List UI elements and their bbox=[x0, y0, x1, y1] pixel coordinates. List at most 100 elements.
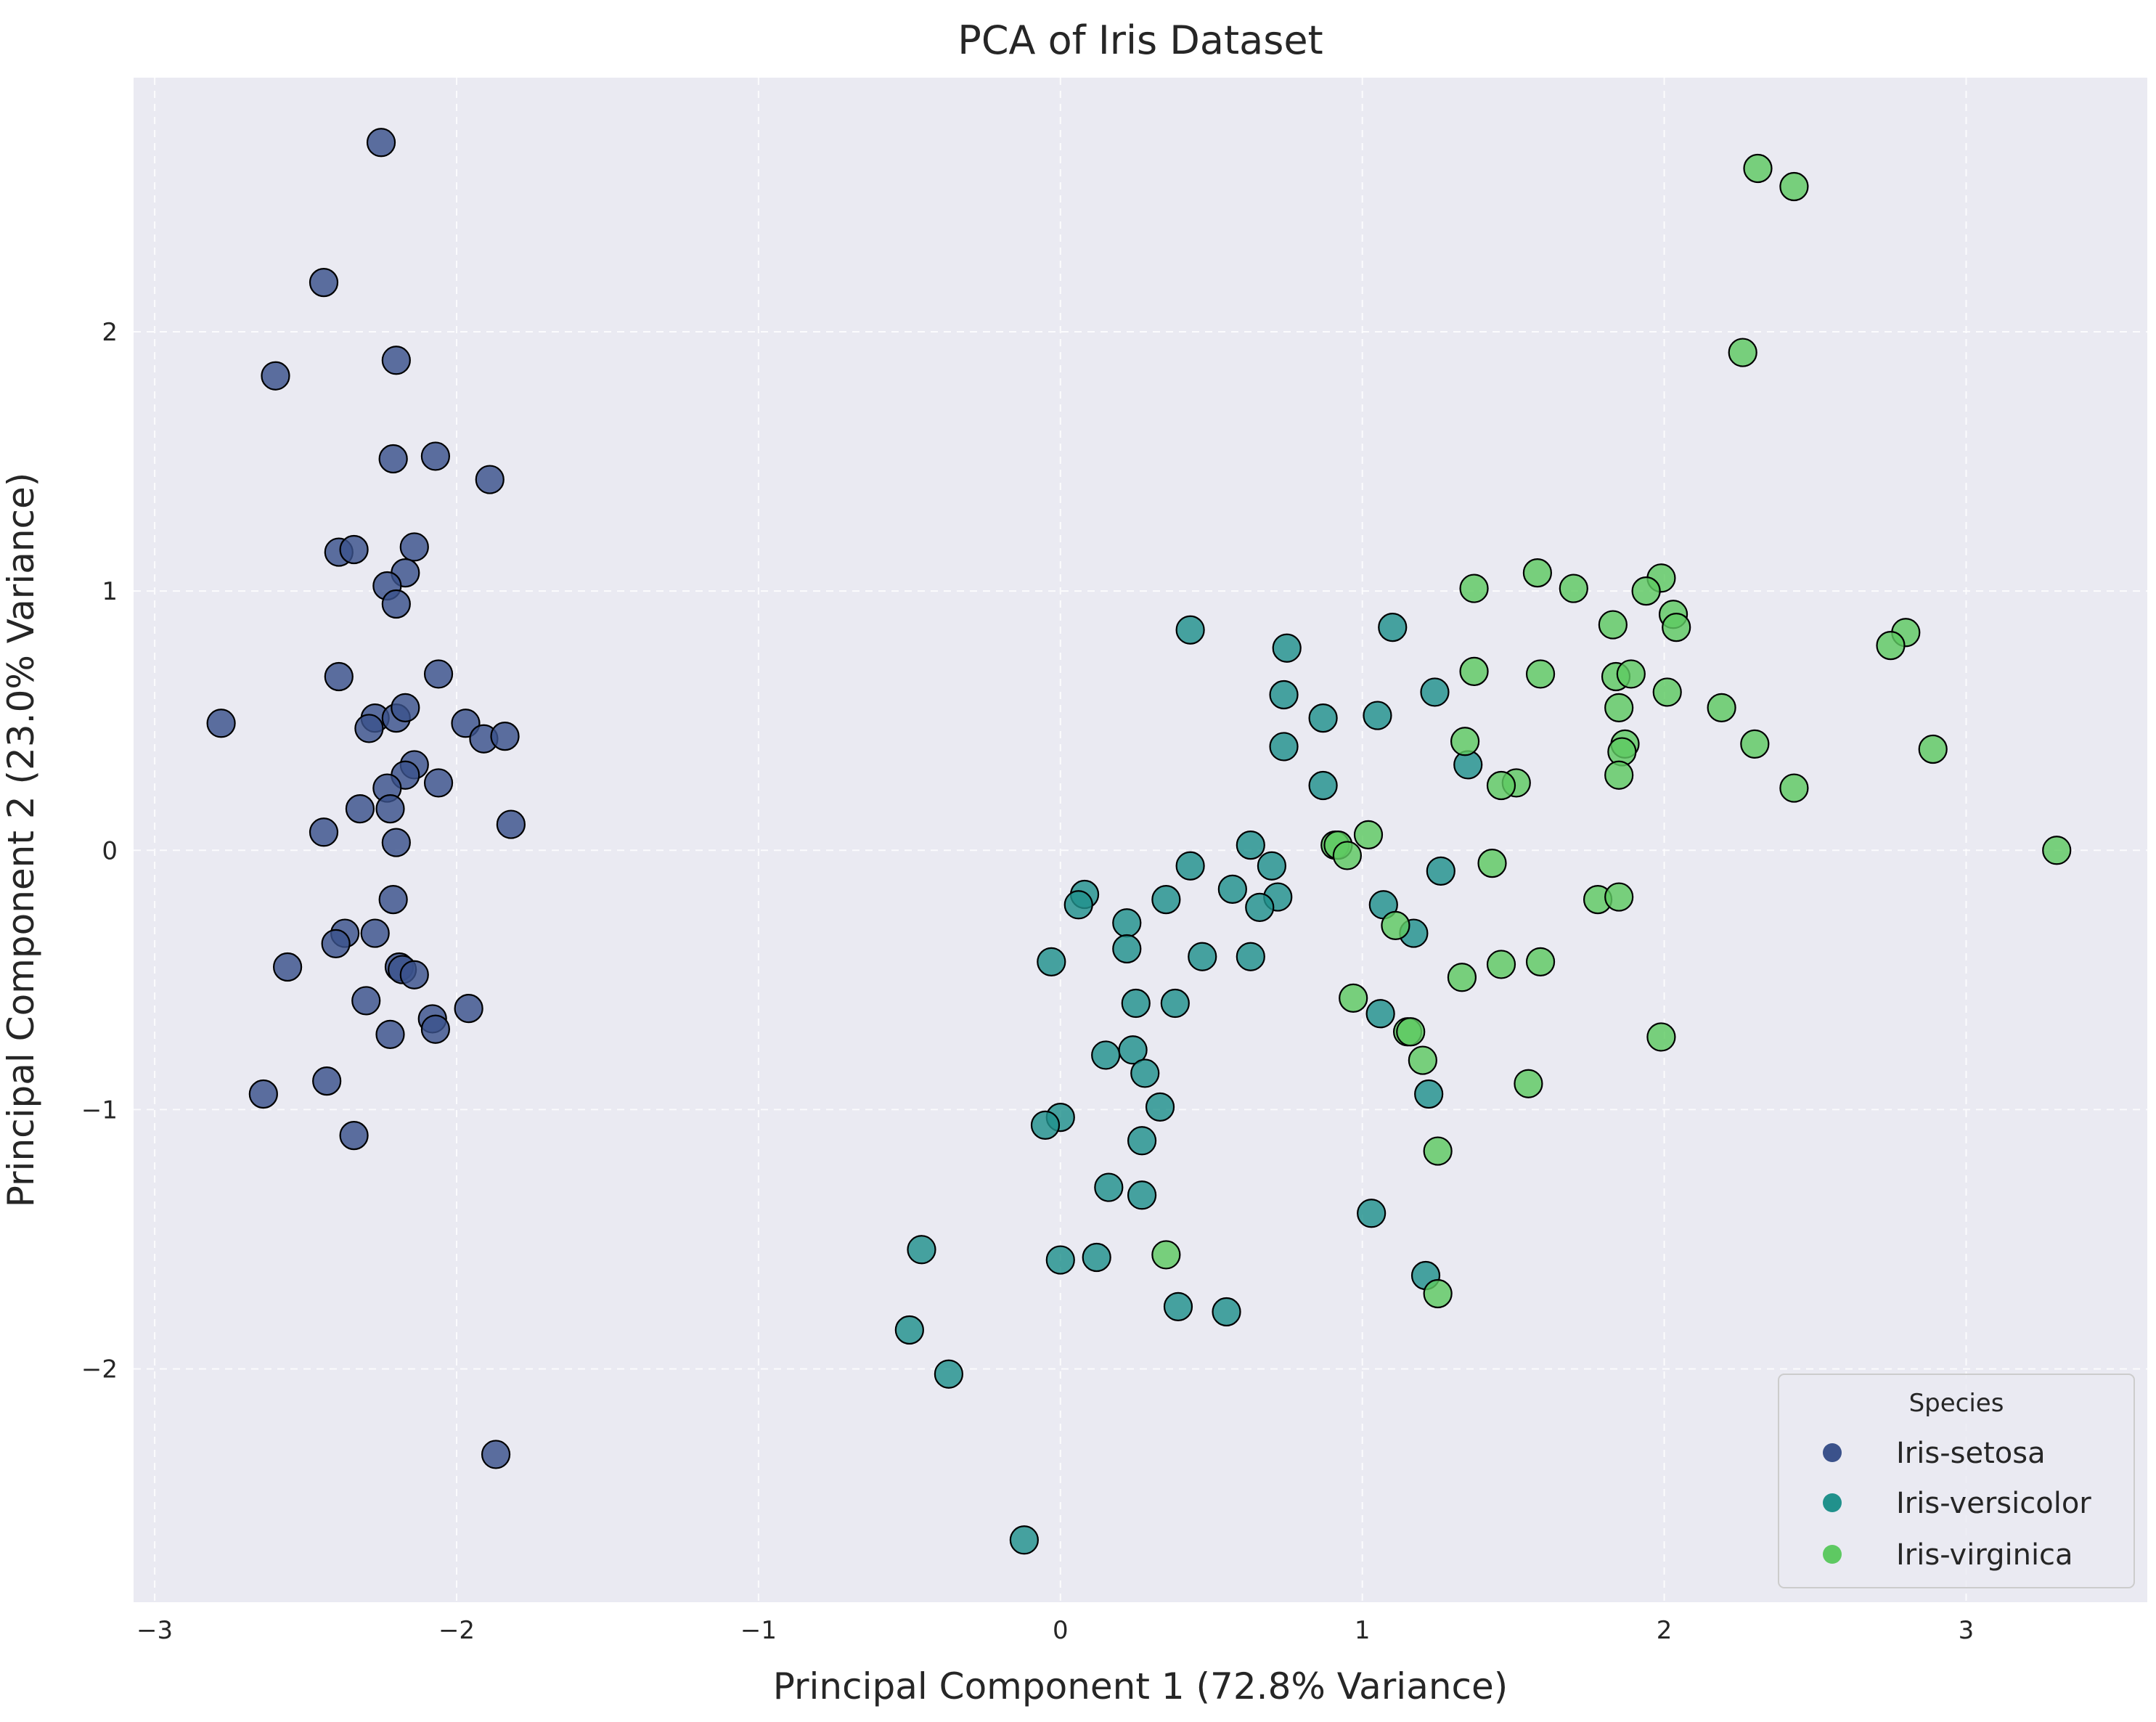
point-iris-versicolor bbox=[1363, 701, 1392, 730]
y-tick-label: −2 bbox=[81, 1355, 118, 1384]
y-tick-label: 1 bbox=[102, 577, 118, 606]
point-iris-setosa bbox=[309, 817, 339, 847]
y-tick-label: 0 bbox=[102, 836, 118, 865]
point-iris-setosa bbox=[381, 346, 411, 375]
point-iris-setosa bbox=[420, 1014, 450, 1044]
point-iris-virginica bbox=[1353, 820, 1384, 849]
legend-label-setosa: Iris-setosa bbox=[1896, 1437, 2046, 1470]
point-iris-versicolor bbox=[1365, 999, 1395, 1029]
point-iris-versicolor bbox=[1063, 890, 1093, 920]
point-iris-versicolor bbox=[1357, 1199, 1387, 1228]
point-iris-versicolor bbox=[1217, 874, 1247, 904]
y-tick-label: 2 bbox=[102, 318, 118, 347]
point-iris-virginica bbox=[1525, 947, 1556, 976]
point-iris-versicolor bbox=[1094, 1172, 1124, 1202]
point-iris-virginica bbox=[1486, 770, 1516, 801]
point-iris-setosa bbox=[381, 828, 411, 857]
point-iris-setosa bbox=[360, 918, 390, 948]
point-iris-virginica bbox=[1423, 1136, 1453, 1166]
point-iris-versicolor bbox=[907, 1235, 936, 1265]
x-tick-label: 0 bbox=[1053, 1616, 1069, 1645]
point-iris-virginica bbox=[1396, 1017, 1426, 1047]
point-iris-versicolor bbox=[894, 1315, 924, 1345]
point-iris-virginica bbox=[1604, 693, 1634, 722]
point-iris-versicolor bbox=[1127, 1180, 1157, 1210]
point-iris-versicolor bbox=[1037, 947, 1066, 976]
point-iris-versicolor bbox=[1130, 1058, 1160, 1088]
point-iris-setosa bbox=[423, 659, 454, 689]
point-iris-versicolor bbox=[1257, 851, 1287, 881]
point-iris-virginica bbox=[1525, 659, 1556, 689]
legend-label-versicolor: Iris-versicolor bbox=[1896, 1487, 2091, 1520]
x-tick-label: 3 bbox=[1959, 1616, 1975, 1645]
point-iris-versicolor bbox=[1420, 677, 1450, 707]
point-iris-setosa bbox=[490, 722, 520, 751]
point-iris-versicolor bbox=[1127, 1126, 1157, 1156]
x-tick-label: −3 bbox=[136, 1616, 173, 1645]
point-iris-versicolor bbox=[1175, 615, 1205, 645]
point-iris-setosa bbox=[339, 1121, 369, 1151]
point-iris-versicolor bbox=[1030, 1110, 1061, 1140]
point-iris-virginica bbox=[1728, 338, 1757, 367]
point-iris-setosa bbox=[261, 361, 290, 391]
point-iris-virginica bbox=[1652, 677, 1682, 707]
point-iris-versicolor bbox=[1236, 831, 1265, 860]
point-iris-virginica bbox=[1459, 656, 1489, 686]
legend-marker-virginica bbox=[1823, 1545, 1842, 1564]
point-iris-virginica bbox=[1450, 727, 1480, 756]
point-iris-versicolor bbox=[1082, 1242, 1111, 1273]
point-iris-setosa bbox=[312, 1066, 342, 1096]
point-iris-versicolor bbox=[1009, 1525, 1039, 1555]
point-iris-virginica bbox=[1459, 574, 1489, 603]
point-iris-versicolor bbox=[1269, 732, 1299, 762]
point-iris-setosa bbox=[324, 661, 354, 692]
point-iris-versicolor bbox=[1121, 988, 1151, 1019]
grid-lines bbox=[134, 78, 2147, 1602]
point-iris-versicolor bbox=[1245, 892, 1275, 922]
point-iris-versicolor bbox=[934, 1359, 964, 1389]
point-iris-virginica bbox=[1339, 983, 1368, 1013]
point-iris-setosa bbox=[378, 444, 408, 474]
point-iris-versicolor bbox=[1160, 988, 1190, 1019]
y-tick-labels: −2 −1 0 1 2 bbox=[81, 318, 118, 1384]
point-iris-setosa bbox=[366, 128, 396, 158]
point-iris-virginica bbox=[1604, 882, 1634, 912]
point-iris-virginica bbox=[1707, 693, 1736, 722]
point-iris-virginica bbox=[1514, 1069, 1543, 1098]
point-iris-setosa bbox=[496, 809, 526, 839]
point-iris-virginica bbox=[1381, 910, 1410, 940]
point-iris-versicolor bbox=[1426, 856, 1455, 886]
point-iris-setosa bbox=[375, 1019, 405, 1049]
point-iris-setosa bbox=[454, 994, 483, 1024]
y-axis-label: Principal Component 2 (23.0% Variance) bbox=[0, 473, 42, 1208]
point-iris-virginica bbox=[1779, 773, 1809, 803]
point-iris-setosa bbox=[391, 693, 420, 722]
x-tick-label: 1 bbox=[1355, 1616, 1371, 1645]
point-iris-virginica bbox=[1616, 659, 1646, 689]
point-iris-setosa bbox=[420, 441, 450, 471]
point-iris-virginica bbox=[1918, 734, 1948, 764]
point-iris-setosa bbox=[339, 534, 369, 565]
x-tick-labels: −3 −2 −1 0 1 2 3 bbox=[136, 1616, 1974, 1645]
point-iris-versicolor bbox=[1175, 851, 1205, 881]
point-iris-versicolor bbox=[1308, 770, 1338, 801]
point-iris-versicolor bbox=[1188, 942, 1217, 971]
legend-entry-setosa: Iris-setosa bbox=[1823, 1437, 2046, 1470]
point-iris-versicolor bbox=[1378, 613, 1408, 642]
point-iris-versicolor bbox=[1145, 1092, 1175, 1122]
point-iris-versicolor bbox=[1112, 908, 1142, 938]
point-iris-setosa bbox=[206, 709, 236, 738]
point-iris-virginica bbox=[1598, 610, 1628, 640]
point-iris-setosa bbox=[399, 532, 429, 562]
point-iris-versicolor bbox=[1308, 703, 1338, 733]
chart-title: PCA of Iris Dataset bbox=[957, 17, 1323, 63]
point-iris-virginica bbox=[1876, 631, 1906, 661]
x-tick-label: 2 bbox=[1657, 1616, 1673, 1645]
point-iris-setosa bbox=[248, 1079, 278, 1109]
point-iris-setosa bbox=[381, 589, 411, 619]
point-iris-setosa bbox=[475, 465, 505, 494]
point-iris-setosa bbox=[273, 952, 303, 982]
point-iris-versicolor bbox=[1236, 942, 1265, 971]
x-tick-label: −1 bbox=[740, 1616, 777, 1645]
